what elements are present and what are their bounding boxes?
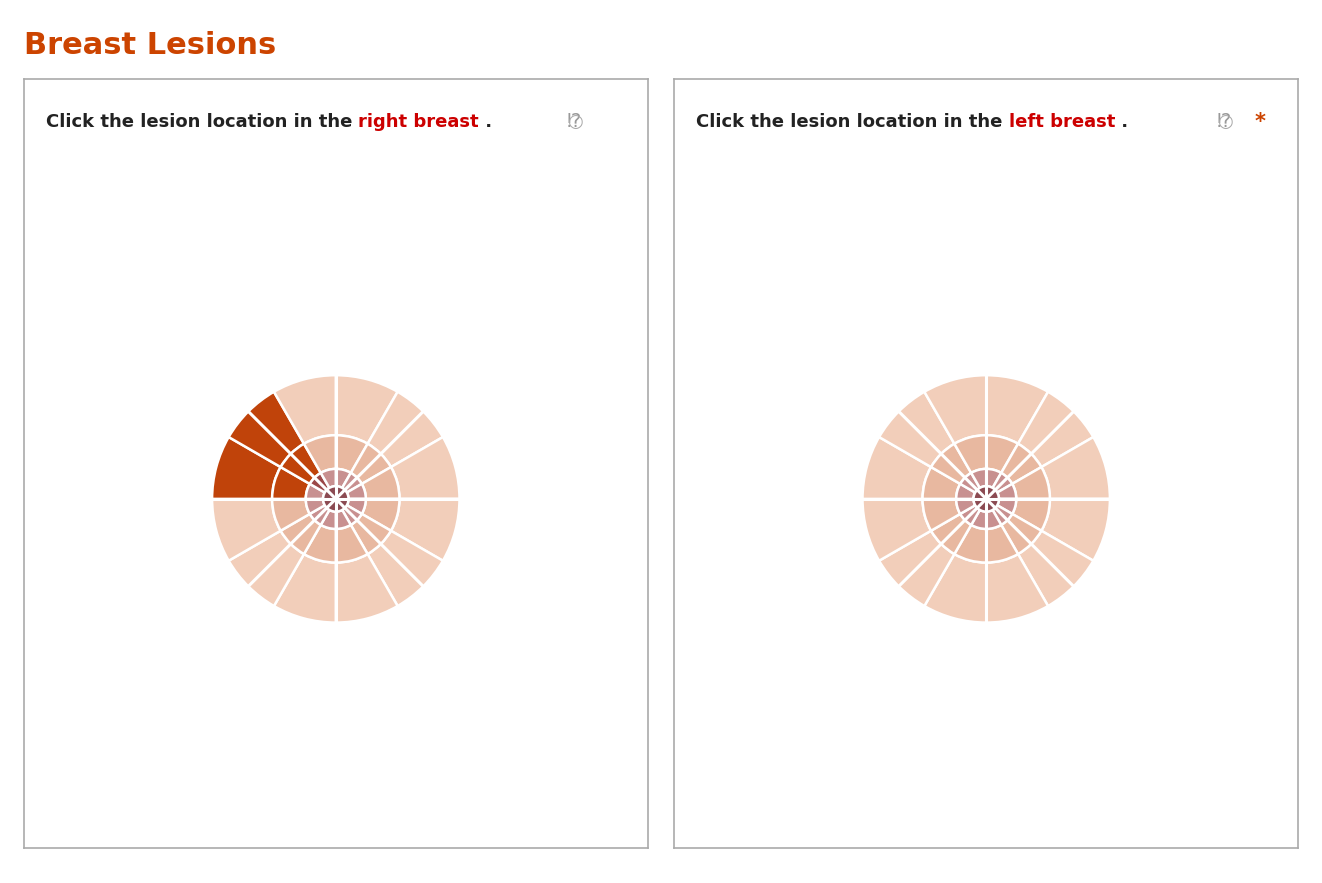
Text: .: . — [479, 113, 492, 131]
Wedge shape — [993, 505, 1013, 525]
Wedge shape — [362, 499, 399, 531]
Wedge shape — [960, 473, 980, 493]
Text: .: . — [1114, 113, 1128, 131]
Wedge shape — [346, 484, 366, 499]
Wedge shape — [321, 509, 336, 529]
Wedge shape — [986, 554, 1048, 623]
Wedge shape — [1013, 499, 1050, 531]
Wedge shape — [956, 484, 976, 499]
Wedge shape — [954, 525, 986, 562]
Wedge shape — [879, 531, 954, 606]
Wedge shape — [336, 435, 368, 473]
Text: ⁉: ⁉ — [567, 112, 580, 132]
Wedge shape — [274, 375, 336, 444]
Wedge shape — [342, 505, 362, 525]
Wedge shape — [986, 375, 1048, 444]
Wedge shape — [350, 444, 391, 484]
Wedge shape — [336, 375, 398, 444]
Text: ⁉: ⁉ — [1218, 112, 1231, 132]
Text: left breast: left breast — [1009, 113, 1114, 131]
Circle shape — [973, 487, 999, 511]
Wedge shape — [960, 505, 980, 525]
Wedge shape — [212, 499, 280, 561]
Wedge shape — [1042, 437, 1110, 499]
Wedge shape — [997, 484, 1017, 499]
Wedge shape — [368, 531, 443, 606]
Wedge shape — [924, 554, 986, 623]
Wedge shape — [972, 509, 986, 529]
Wedge shape — [986, 525, 1018, 562]
Text: ○: ○ — [567, 113, 583, 131]
Wedge shape — [321, 469, 336, 488]
Wedge shape — [336, 525, 368, 562]
Wedge shape — [862, 499, 931, 561]
Wedge shape — [1001, 514, 1042, 554]
Wedge shape — [391, 437, 460, 499]
Wedge shape — [309, 505, 329, 525]
Text: Breast Lesions: Breast Lesions — [24, 31, 276, 60]
Wedge shape — [931, 444, 972, 484]
Wedge shape — [1042, 499, 1110, 561]
Wedge shape — [924, 375, 986, 444]
Text: Click the lesion location in the: Click the lesion location in the — [697, 113, 1009, 131]
Wedge shape — [280, 514, 321, 554]
Wedge shape — [972, 469, 986, 488]
Wedge shape — [280, 444, 321, 484]
Wedge shape — [336, 469, 350, 488]
Wedge shape — [212, 437, 280, 499]
Wedge shape — [986, 509, 1001, 529]
Wedge shape — [272, 467, 309, 499]
Wedge shape — [342, 473, 362, 493]
Text: right breast: right breast — [358, 113, 479, 131]
Wedge shape — [986, 435, 1018, 473]
Wedge shape — [931, 514, 972, 554]
Wedge shape — [305, 484, 325, 499]
Wedge shape — [923, 467, 960, 499]
Wedge shape — [1018, 531, 1093, 606]
Wedge shape — [1013, 467, 1050, 499]
Wedge shape — [304, 525, 336, 562]
Text: Click the lesion location in the: Click the lesion location in the — [46, 113, 358, 131]
Wedge shape — [1001, 444, 1042, 484]
Wedge shape — [336, 554, 398, 623]
Wedge shape — [391, 499, 460, 561]
Wedge shape — [309, 473, 329, 493]
Wedge shape — [879, 392, 954, 467]
Wedge shape — [350, 514, 391, 554]
Wedge shape — [336, 509, 350, 529]
Wedge shape — [272, 499, 309, 531]
Wedge shape — [229, 392, 304, 467]
Wedge shape — [923, 499, 960, 531]
Wedge shape — [368, 392, 443, 467]
Wedge shape — [229, 531, 304, 606]
Wedge shape — [954, 435, 986, 473]
Wedge shape — [986, 469, 1001, 488]
Text: *: * — [1255, 112, 1265, 132]
Text: ○: ○ — [1218, 113, 1233, 131]
Wedge shape — [274, 554, 336, 623]
Wedge shape — [1018, 392, 1093, 467]
Circle shape — [323, 487, 349, 511]
Wedge shape — [305, 499, 325, 514]
Wedge shape — [993, 473, 1013, 493]
Wedge shape — [362, 467, 399, 499]
Wedge shape — [304, 435, 336, 473]
Wedge shape — [956, 499, 976, 514]
Wedge shape — [997, 499, 1017, 514]
Wedge shape — [862, 437, 931, 499]
Wedge shape — [346, 499, 366, 514]
